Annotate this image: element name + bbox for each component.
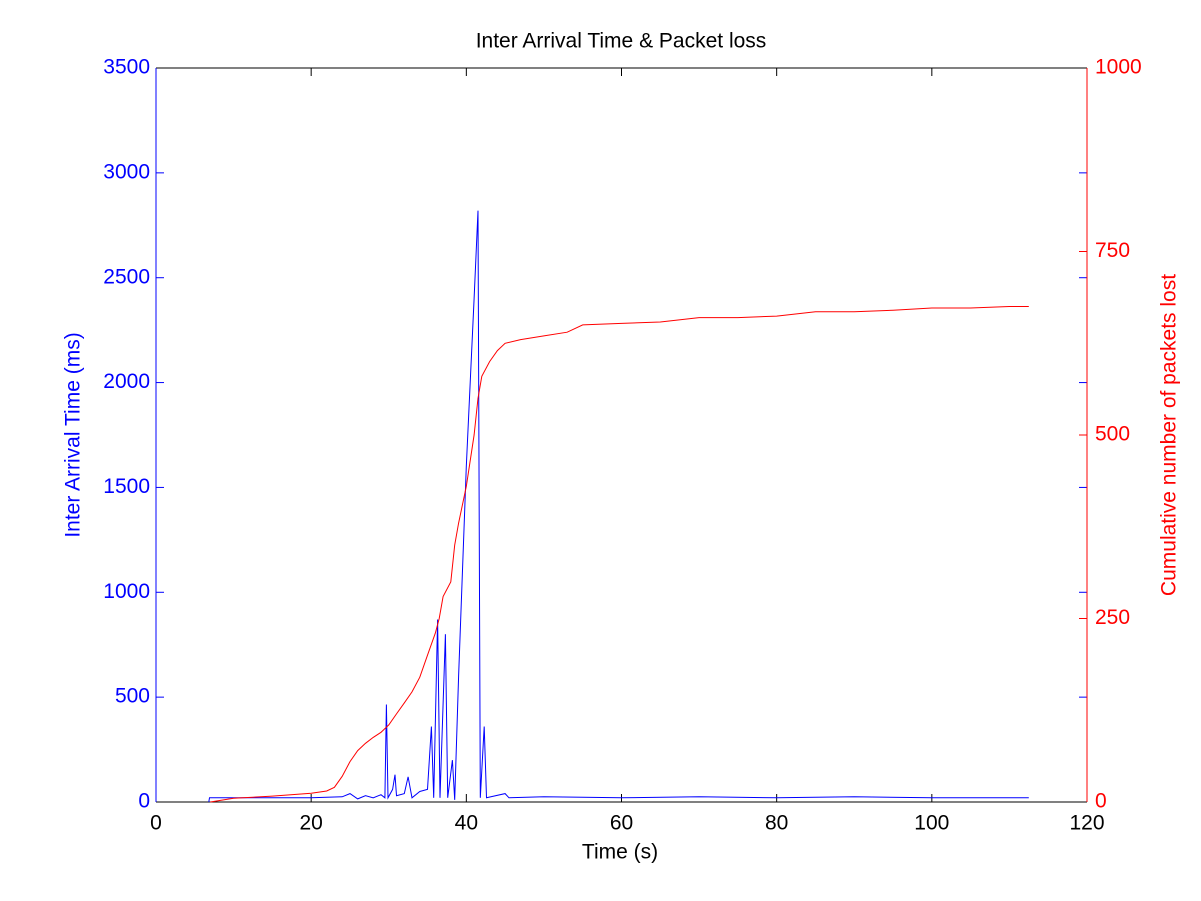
y-tick-label: 1000 bbox=[103, 580, 150, 603]
x-tick-label: 100 bbox=[914, 812, 949, 835]
y-tick-label: 2000 bbox=[103, 370, 150, 393]
y-tick-label: 3000 bbox=[103, 160, 150, 183]
y-tick-label: 0 bbox=[138, 790, 150, 813]
x-tick-label: 40 bbox=[455, 812, 478, 835]
x-tick-label: 60 bbox=[610, 812, 633, 835]
x-axis-label: Time (s) bbox=[582, 841, 658, 864]
chart-title: Inter Arrival Time & Packet loss bbox=[476, 30, 767, 53]
x-tick-label: 0 bbox=[150, 812, 162, 835]
series-line bbox=[208, 210, 1029, 803]
x-tick-label: 120 bbox=[1069, 812, 1104, 835]
y2-tick-label: 500 bbox=[1095, 423, 1130, 446]
y2-tick-label: 250 bbox=[1095, 606, 1130, 629]
x-tick-label: 80 bbox=[765, 812, 788, 835]
series-line bbox=[210, 306, 1029, 803]
y-tick-label: 1500 bbox=[103, 475, 150, 498]
y2-tick-label: 1000 bbox=[1095, 56, 1142, 79]
y-tick-label: 2500 bbox=[103, 265, 150, 288]
y-tick-label: 3500 bbox=[103, 56, 150, 79]
y-axis-label: Inter Arrival Time (ms) bbox=[62, 332, 85, 537]
x-tick-label: 20 bbox=[299, 812, 322, 835]
y2-axis-label: Cumulative number of packets lost bbox=[1158, 274, 1181, 596]
y-tick-label: 500 bbox=[115, 685, 150, 708]
y2-tick-label: 0 bbox=[1095, 790, 1107, 813]
y2-tick-label: 750 bbox=[1095, 239, 1130, 262]
